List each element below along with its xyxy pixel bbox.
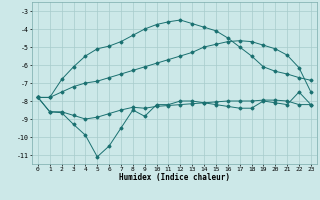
X-axis label: Humidex (Indice chaleur): Humidex (Indice chaleur) xyxy=(119,173,230,182)
